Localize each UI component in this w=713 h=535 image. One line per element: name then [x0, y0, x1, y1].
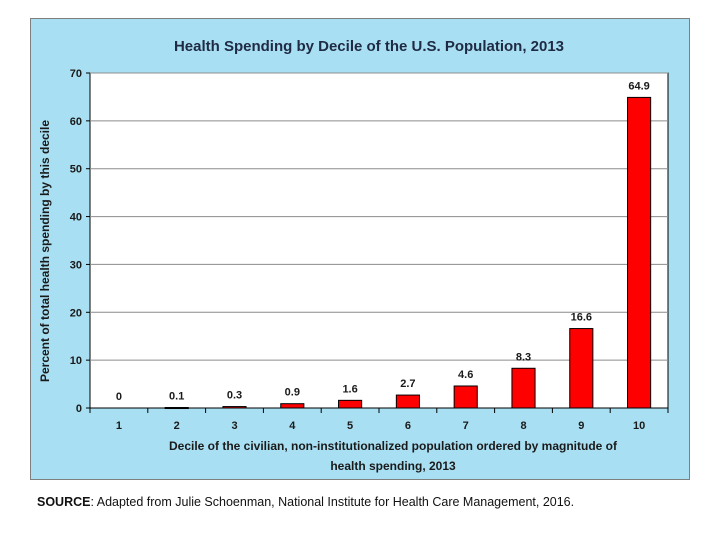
source-text: : Adapted from Julie Schoenman, National… [90, 495, 575, 509]
y-tick-label: 30 [70, 259, 82, 271]
y-tick-label: 40 [70, 212, 82, 224]
y-tick-label: 20 [70, 307, 82, 319]
source-note: SOURCE: Adapted from Julie Schoenman, Na… [37, 495, 574, 509]
x-axis-label-line-2: health spending, 2013 [330, 459, 456, 473]
chart-title: Health Spending by Decile of the U.S. Po… [174, 38, 564, 55]
bar-decile-2 [164, 407, 189, 410]
x-axis-label-line-1: Decile of the civilian, non-institutiona… [169, 439, 618, 453]
y-tick-label: 60 [70, 116, 82, 128]
data-label: 0.9 [285, 387, 300, 399]
x-tick-label: 6 [405, 420, 411, 432]
source-label: SOURCE [37, 495, 91, 509]
data-label: 2.7 [400, 378, 415, 390]
x-tick-label: 3 [231, 420, 237, 432]
y-tick-label: 10 [70, 355, 82, 367]
x-tick-label: 10 [633, 420, 645, 432]
x-tick-label: 5 [347, 420, 353, 432]
bar-decile-7 [453, 385, 478, 409]
x-tick-label: 2 [174, 420, 180, 432]
bar-decile-4 [280, 403, 305, 409]
y-axis-label: Percent of total health spending by this… [38, 120, 52, 382]
bar-chart: Health Spending by Decile of the U.S. Po… [38, 38, 669, 473]
x-tick-label: 7 [463, 420, 469, 432]
y-tick-label: 70 [70, 68, 82, 80]
x-tick-label: 4 [289, 420, 296, 432]
data-label: 64.9 [628, 80, 649, 92]
x-tick-label: 9 [578, 420, 584, 432]
y-tick-label: 50 [70, 164, 82, 176]
y-tick-label: 0 [76, 403, 82, 415]
bar-decile-10 [627, 96, 652, 409]
bar-decile-8 [511, 367, 536, 409]
bar-decile-3 [222, 406, 247, 409]
bar-decile-6 [395, 394, 420, 409]
bar-decile-9 [569, 328, 594, 409]
data-label: 0.1 [169, 391, 184, 403]
plot-area: 0 10 20 30 40 50 60 70 0 1 0.1 2 0.3 3 0.9 4 1.6 5 2.7 6 4.6… [70, 68, 669, 432]
data-label: 0.3 [227, 390, 242, 402]
bar-decile-5 [338, 399, 363, 409]
data-label: 0 [116, 391, 122, 403]
data-label: 1.6 [342, 383, 357, 395]
x-tick-label: 1 [116, 420, 122, 432]
data-label: 8.3 [516, 351, 531, 363]
data-label: 16.6 [571, 312, 592, 324]
chart-frame: Health Spending by Decile of the U.S. Po… [30, 18, 690, 480]
x-tick-label: 8 [520, 420, 526, 432]
data-label: 4.6 [458, 369, 473, 381]
